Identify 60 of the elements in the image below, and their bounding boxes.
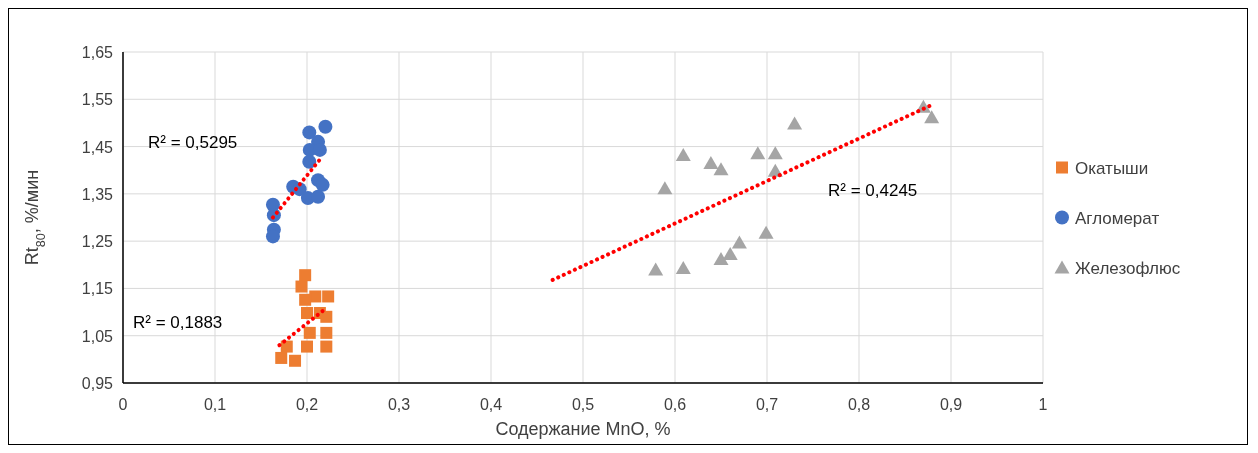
point xyxy=(675,148,691,162)
point xyxy=(302,154,317,169)
point xyxy=(312,142,327,157)
point xyxy=(731,235,747,249)
point xyxy=(924,110,940,124)
x-tick-label: 0,1 xyxy=(203,396,227,413)
point xyxy=(320,326,333,339)
point xyxy=(299,269,312,282)
point xyxy=(722,246,738,260)
x-tick-label: 0,9 xyxy=(939,396,963,413)
x-tick-label: 0,8 xyxy=(847,396,871,413)
point xyxy=(750,146,766,160)
x-tick-label: 0,3 xyxy=(387,396,411,413)
x-axis-title: Содержание MnO, % xyxy=(495,419,671,439)
x-tick-label: 0,6 xyxy=(663,396,687,413)
point xyxy=(318,119,333,134)
y-tick-label: 1,15 xyxy=(81,280,114,298)
point xyxy=(648,262,664,276)
y-tick-label: 1,25 xyxy=(81,233,114,251)
point xyxy=(703,156,719,170)
point xyxy=(275,351,288,364)
x-tick-label: 0,2 xyxy=(295,396,319,413)
point xyxy=(265,229,280,244)
point xyxy=(302,125,317,140)
y-tick-label: 1,35 xyxy=(81,185,114,203)
point xyxy=(758,225,774,239)
legend-label: Железофлюс xyxy=(1075,258,1181,278)
annotation: R² = 0,5295 xyxy=(148,133,238,152)
legend-label: Окатыши xyxy=(1075,158,1149,178)
point xyxy=(713,252,729,266)
point xyxy=(299,293,312,306)
annotation: R² = 0,1883 xyxy=(133,313,223,332)
point xyxy=(767,146,783,160)
y-tick-label: 1,55 xyxy=(81,91,114,109)
point xyxy=(295,280,308,293)
point xyxy=(301,307,313,320)
point xyxy=(311,189,326,204)
point xyxy=(315,177,330,192)
point xyxy=(320,340,333,353)
point xyxy=(787,116,803,130)
point xyxy=(301,340,313,353)
x-tick-label: 0,4 xyxy=(479,396,503,413)
point xyxy=(713,162,729,176)
y-tick-label: 1,45 xyxy=(81,138,114,156)
x-tick-label: 0,5 xyxy=(571,396,595,413)
annotation: R² = 0,4245 xyxy=(828,181,918,200)
point xyxy=(675,261,691,275)
point xyxy=(657,181,673,195)
legend-label: Агломерат xyxy=(1075,208,1160,228)
point xyxy=(303,326,316,339)
x-tick-label: 1 xyxy=(1038,396,1048,413)
point xyxy=(320,310,333,323)
point xyxy=(322,290,335,303)
x-tick-label: 0 xyxy=(118,396,128,413)
y-tick-label: 0,95 xyxy=(81,375,114,392)
point xyxy=(289,354,302,367)
x-tick-label: 0,7 xyxy=(755,396,779,413)
point xyxy=(280,340,293,353)
y-tick-label: 1,05 xyxy=(81,327,114,345)
y-tick-label: 1,65 xyxy=(81,44,114,61)
